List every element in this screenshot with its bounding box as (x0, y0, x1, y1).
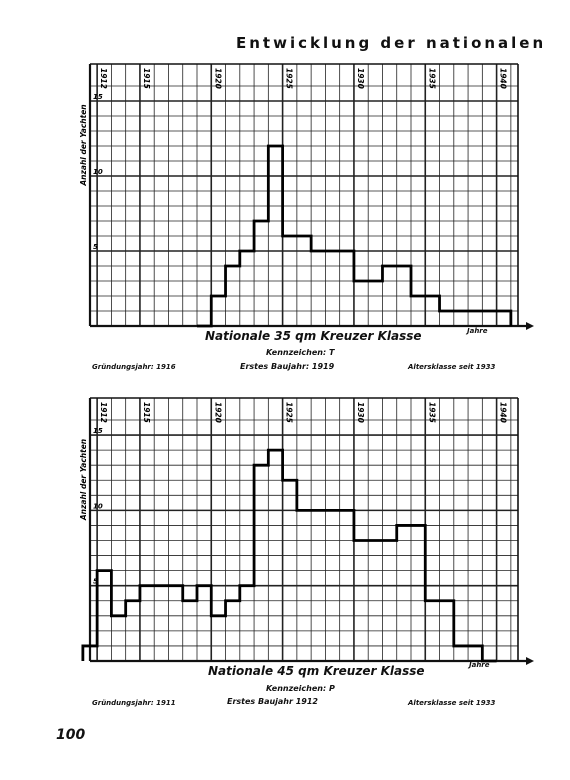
chart-2-altersklasse: Altersklasse seit 1933 (408, 699, 496, 707)
y-tick-label: 5 (93, 243, 98, 251)
chart-2-jahre-label: Jahre (469, 661, 490, 669)
x-tick-label: 1915 (142, 68, 151, 89)
x-tick-label: 1912 (99, 68, 108, 89)
x-tick-label: 1940 (499, 68, 508, 89)
chart-1-gruendungsjahr: Gründungsjahr: 1916 (92, 363, 176, 371)
x-tick-label: 1915 (142, 402, 151, 423)
x-tick-label: 1940 (499, 402, 508, 423)
series-line (81, 448, 497, 663)
y-axis-label: Anzahl der Yachten (79, 104, 88, 186)
x-tick-label: 1930 (356, 68, 365, 89)
y-axis-label: Anzahl der Yachten (79, 439, 88, 521)
chart-45qm: 1912 1915 1920 1925 1930 1935 1940 5 10 15 Anzahl … (79, 397, 534, 665)
chart-2-gruendungsjahr: Gründungsjahr: 1911 (92, 699, 176, 707)
chart-35qm: 1912 1915 1920 1925 1930 1935 1940 5 10 15 Anzahl … (79, 63, 534, 330)
chart-1-jahre-label: Jahre (467, 327, 488, 335)
x-tick-label: 1925 (285, 68, 294, 89)
chart-2-erstes-baujahr: Erstes Baujahr 1912 (227, 697, 318, 706)
y-tick-label: 15 (93, 93, 103, 101)
chart-1-altersklasse: Altersklasse seit 1933 (408, 363, 496, 371)
chart-2-title: Nationale 45 qm Kreuzer Klasse (208, 664, 425, 678)
x-tick-label: 1925 (285, 402, 294, 423)
y-tick-label: 10 (93, 168, 103, 176)
chart-1-title: Nationale 35 qm Kreuzer Klasse (205, 329, 422, 343)
x-tick-label: 1930 (356, 402, 365, 423)
page-heading: Entwicklung der nationalen (236, 34, 547, 52)
y-tick-label: 15 (93, 427, 103, 435)
x-tick-label: 1912 (99, 402, 108, 423)
x-tick-label: 1935 (427, 402, 436, 423)
grid (90, 64, 518, 326)
series-line (197, 144, 513, 328)
x-tick-label: 1935 (427, 68, 436, 89)
x-axis-arrow (526, 322, 534, 330)
page-number: 100 (56, 727, 86, 743)
chart-2-kennzeichen: Kennzeichen: P (266, 684, 335, 693)
x-axis-arrow (526, 657, 534, 665)
chart-1-kennzeichen: Kennzeichen: T (266, 348, 335, 357)
y-tick-label: 5 (93, 578, 98, 586)
chart-1-erstes-baujahr: Erstes Baujahr: 1919 (240, 362, 335, 371)
x-tick-label: 1920 (213, 68, 222, 89)
x-tick-label: 1920 (213, 402, 222, 423)
y-tick-label: 10 (93, 502, 103, 510)
